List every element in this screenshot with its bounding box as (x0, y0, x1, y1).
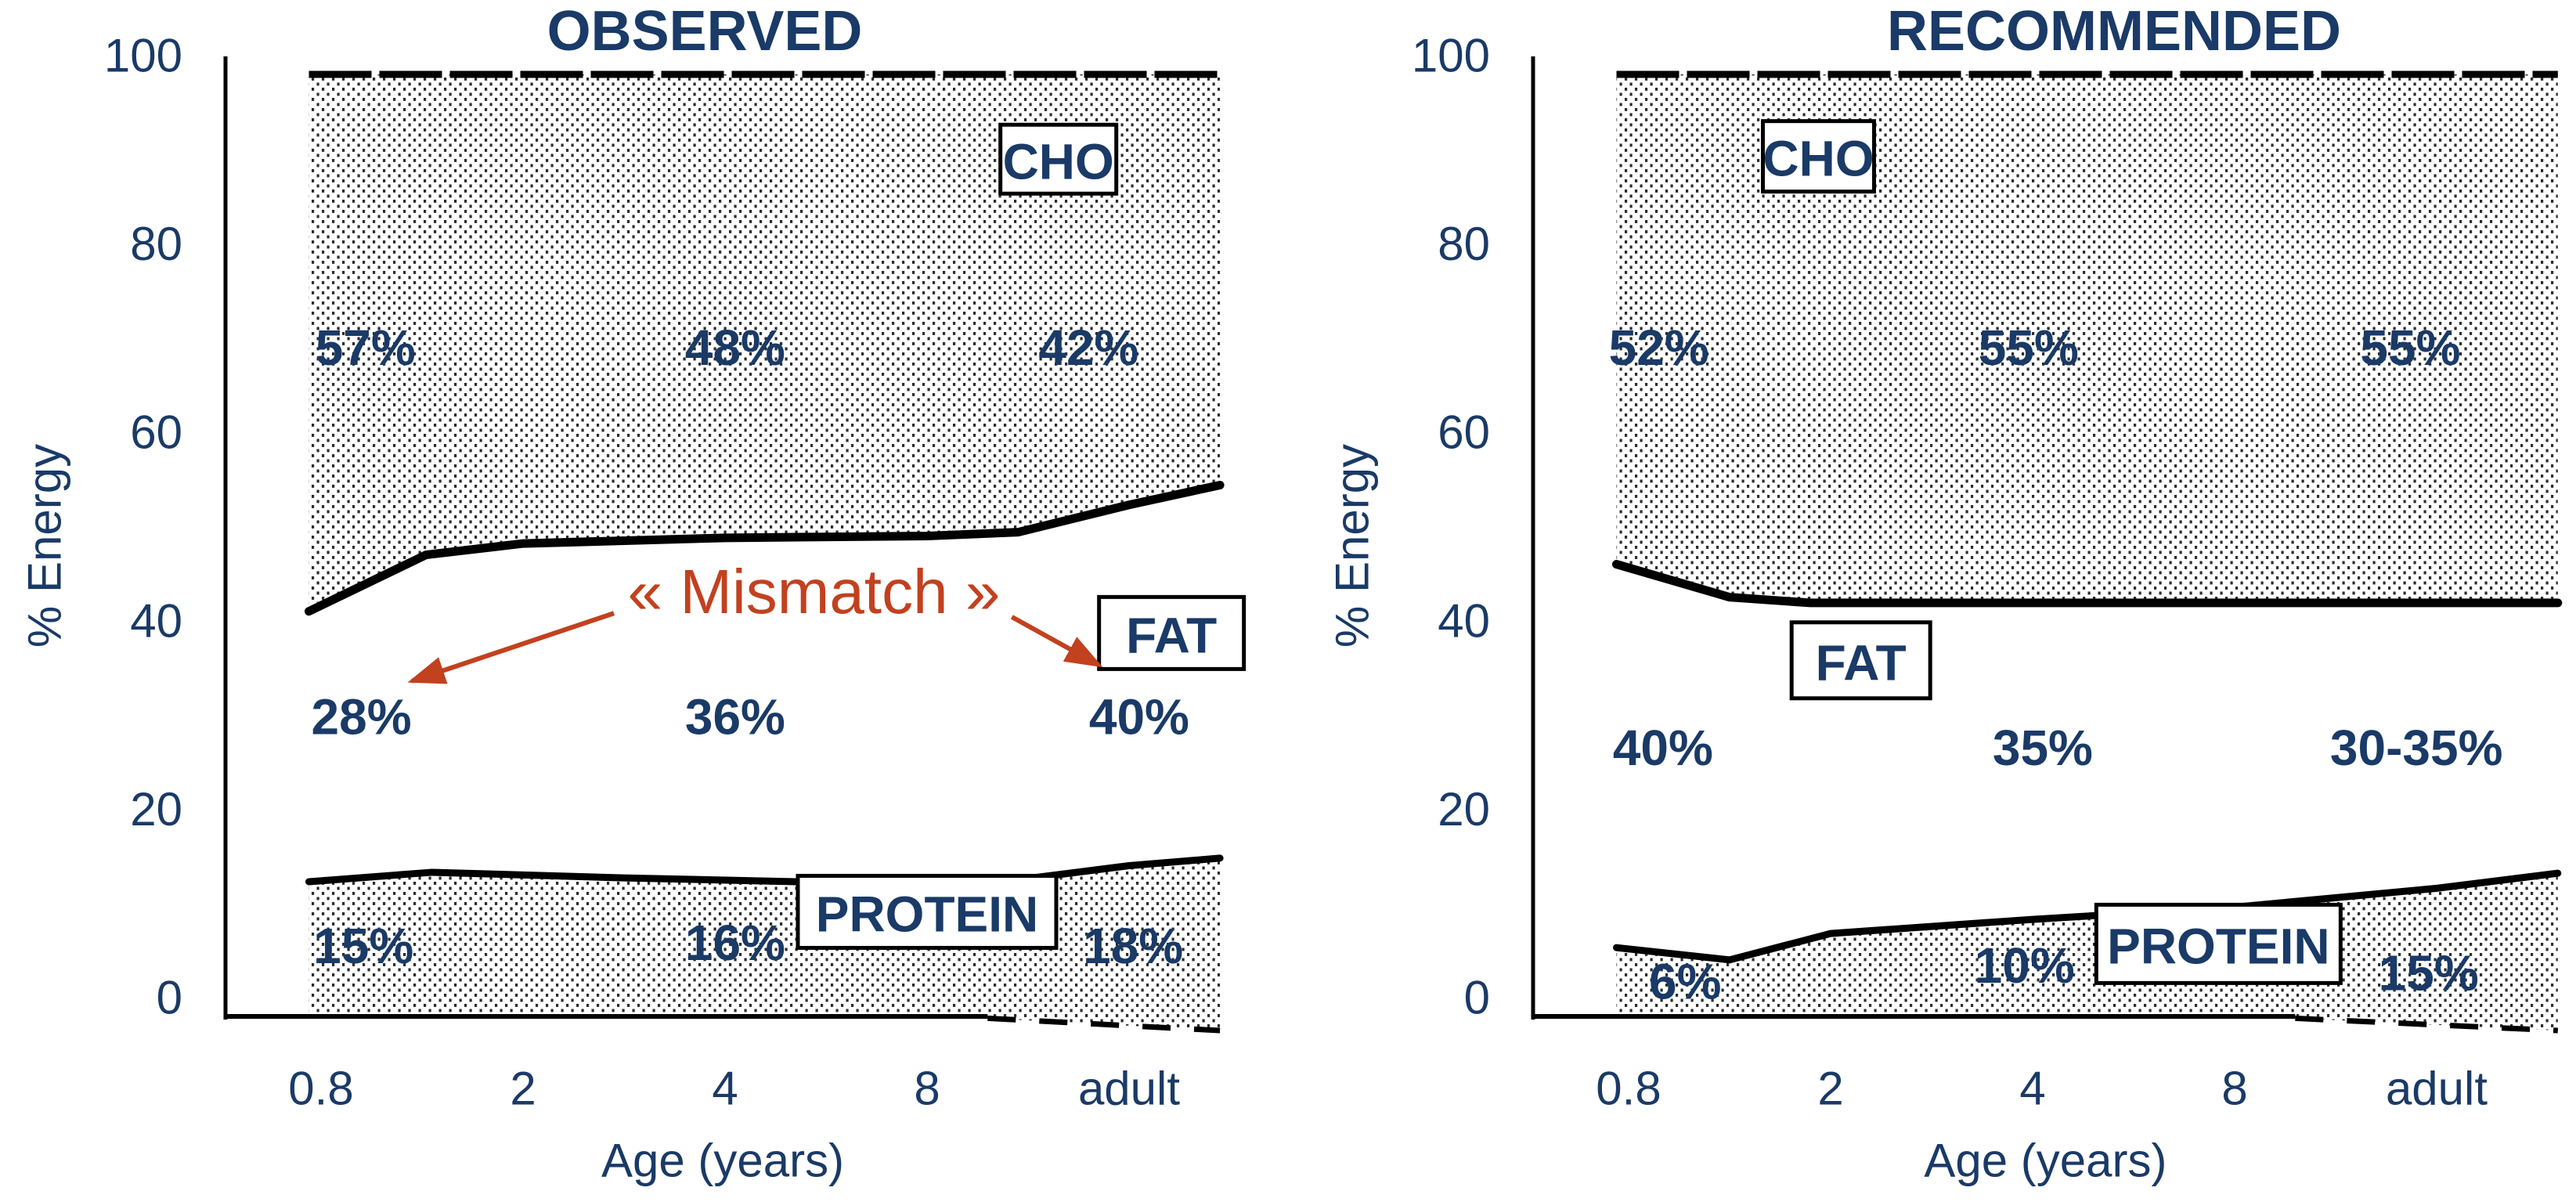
observed-y-axis-title: % Energy (19, 444, 71, 648)
observed-cho-fat-boundary-line (305, 481, 1225, 616)
recommended-x-axis-title: Age (years) (1924, 1135, 2167, 1187)
observed-x-axis-dashed-extension (987, 1015, 1221, 1034)
recommended-x-tick-label: adult (2386, 1063, 2488, 1115)
observed-fat-label-text: FAT (1126, 607, 1217, 663)
observed-cho-area (308, 74, 1221, 612)
recommended-cho-area (1616, 74, 2558, 603)
recommended-protein-value-label: 6% (1649, 953, 1722, 1009)
observed-cho-label-box (998, 122, 1119, 196)
recommended-cho-value-label: 52% (1609, 319, 1709, 376)
recommended-protein-label-box (2094, 902, 2343, 985)
recommended-protein-label-text: PROTEIN (2107, 918, 2329, 974)
recommended-x-tick-label: 4 (2019, 1063, 2045, 1115)
recommended-x-tick-label: 2 (1817, 1063, 1843, 1115)
observed-cho-value-label: 48% (685, 319, 785, 376)
recommended-x-tick-label: 8 (2221, 1063, 2247, 1115)
recommended-cho-label-box (1761, 119, 1877, 194)
recommended-protein-value-label: 15% (2379, 945, 2479, 1002)
observed-y-tick-label: 100 (104, 30, 182, 82)
observed-y-tick-label: 0 (157, 972, 182, 1024)
recommended-y-axis-title: % Energy (1326, 444, 1379, 648)
recommended-chart-title: RECOMMENDED (1887, 0, 2341, 63)
recommended-y-tick-label: 60 (1438, 406, 1490, 459)
observed-chart-title: OBSERVED (547, 0, 863, 63)
observed-x-tick-label: 0.8 (288, 1063, 353, 1115)
recommended-fat-label-text: FAT (1816, 634, 1907, 691)
recommended-y-tick-label: 20 (1438, 783, 1490, 836)
observed-fat-value-label: 36% (685, 688, 785, 745)
recommended-cho-value-label: 55% (2360, 319, 2460, 376)
recommended-x-tick-label: 0.8 (1596, 1063, 1661, 1115)
recommended-fat-value-label: 35% (1993, 720, 2093, 776)
recommended-fat-label-box (1789, 620, 1932, 701)
recommended-cho-label-text: CHO (1762, 131, 1874, 187)
observed-protein-label-box (796, 873, 1059, 950)
recommended-fat-protein-boundary-line (1613, 869, 2562, 964)
observed-mismatch-arrow (1010, 615, 1103, 668)
observed-y-tick-label: 40 (130, 594, 182, 647)
observed-cho-value-label: 57% (316, 319, 416, 376)
recommended-y-tick-label: 0 (1464, 972, 1490, 1024)
observed-x-tick-label: 4 (712, 1063, 738, 1115)
observed-x-tick-label: adult (1078, 1063, 1180, 1115)
recommended-y-tick-label: 100 (1412, 30, 1490, 82)
observed-protein-value-label: 16% (685, 915, 785, 971)
recommended-chart: 100 80 60 40 20 0 0.8 2 4 8 adult RECOMMENDED Age (y… (1326, 0, 2563, 1187)
observed-x-axis-title: Age (years) (601, 1135, 844, 1187)
observed-x-tick-label: 8 (914, 1063, 940, 1115)
recommended-cho-value-label: 55% (1979, 319, 2079, 376)
observed-protein-label-text: PROTEIN (816, 886, 1038, 942)
observed-cho-value-label: 42% (1038, 319, 1138, 376)
observed-protein-value-label: 18% (1083, 918, 1183, 974)
observed-protein-value-label: 15% (313, 918, 413, 974)
observed-fat-value-label: 40% (1089, 688, 1189, 745)
observed-cho-label-text: CHO (1003, 133, 1114, 190)
observed-y-tick-label: 20 (130, 783, 182, 836)
observed-mismatch-annotation: « Mismatch » (628, 557, 1001, 626)
recommended-x-axis-dashed-extension (2295, 1015, 2558, 1034)
observed-x-tick-label: 2 (510, 1063, 536, 1115)
recommended-y-tick-label: 40 (1438, 594, 1490, 647)
observed-fat-label-box (1097, 594, 1247, 671)
observed-chart: 100 80 60 40 20 0 0.8 2 4 8 adult OBSERVED Age (year… (19, 0, 1247, 1187)
recommended-fat-value-label: 30-35% (2330, 720, 2503, 776)
observed-y-tick-label: 80 (130, 218, 182, 270)
observed-mismatch-arrow (407, 611, 615, 684)
recommended-fat-value-label: 40% (1613, 720, 1713, 776)
recommended-cho-fat-boundary-line (1612, 560, 2563, 608)
recommended-protein-value-label: 10% (1975, 937, 2075, 994)
observed-fat-value-label: 28% (312, 688, 412, 745)
observed-y-tick-label: 60 (130, 406, 182, 459)
recommended-y-tick-label: 80 (1438, 218, 1490, 270)
